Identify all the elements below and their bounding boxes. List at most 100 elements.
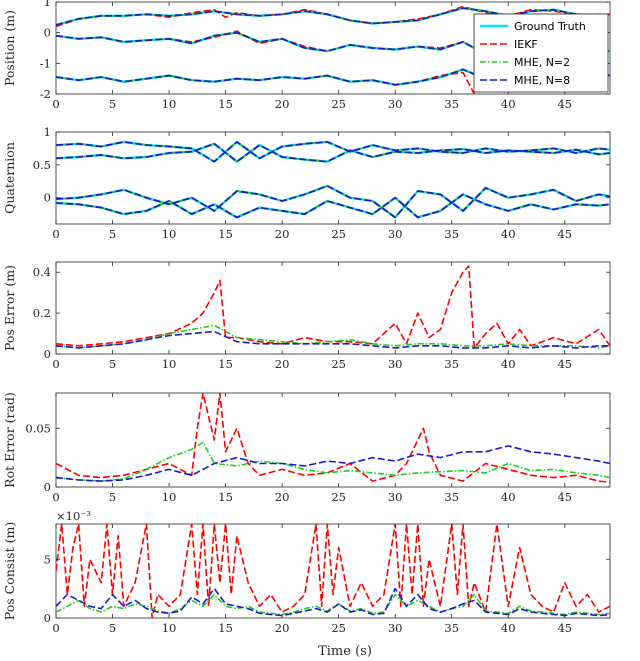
x-tick-label: 40	[501, 490, 516, 504]
series-line-mhe-n-8-2	[56, 185, 610, 219]
series-line-mhe-n-8-2	[56, 68, 610, 86]
legend: Ground Truth IEKF MHE, N=2 MHE, N=8	[473, 13, 609, 93]
x-tick-label: 20	[275, 490, 290, 504]
legend-label: IEKF	[514, 38, 538, 51]
panel-4: 0 5 10 15 20 25 30 35 40 45 0 5 Pos Consist (m) ×10⁻³	[2, 509, 611, 635]
series-line-iekf-0	[56, 393, 610, 484]
x-tick-label: 15	[218, 621, 233, 635]
x-tick-label: 15	[218, 97, 233, 111]
x-tick-label: 5	[109, 357, 116, 371]
x-tick-label: 45	[557, 227, 572, 241]
x-tick-label: 10	[162, 490, 177, 504]
x-tick-label: 20	[275, 227, 290, 241]
x-tick-label: 45	[557, 357, 572, 371]
y-tick-label: 0	[44, 611, 51, 625]
x-tick-label: 30	[388, 97, 403, 111]
y-tick-label: 0.5	[33, 158, 51, 172]
x-tick-label: 15	[218, 357, 233, 371]
x-tick-label: 30	[388, 621, 403, 635]
legend-label: Ground Truth	[514, 20, 586, 33]
x-tick-label: 10	[162, 227, 177, 241]
y-tick-label: 0	[44, 480, 51, 494]
y-tick-label: 5	[44, 552, 51, 566]
x-tick-label: 40	[501, 97, 516, 111]
y-axis-label: Rot Error (rad)	[2, 392, 17, 488]
x-tick-label: 25	[331, 490, 346, 504]
axes-frame	[55, 523, 611, 619]
x-tick-label: 5	[109, 97, 116, 111]
x-tick-label: 35	[444, 97, 459, 111]
x-tick-label: 25	[331, 227, 346, 241]
x-tick-label: 0	[52, 490, 59, 504]
y-tick-label: 0.05	[25, 421, 51, 435]
y-axis-label: Quaternion	[2, 142, 17, 214]
x-tick-label: 35	[444, 227, 459, 241]
x-tick-label: 35	[444, 490, 459, 504]
x-tick-label: 15	[218, 490, 233, 504]
panel-2: 0 5 10 15 20 25 30 35 40 45 0 0.2 0.4 Pos Error (m)	[2, 261, 611, 371]
x-tick-label: 45	[557, 621, 572, 635]
legend-label: MHE, N=2	[514, 56, 570, 69]
plot-area	[56, 265, 610, 349]
panel-1: 0 5 10 15 20 25 30 35 40 45 0 0.5 1 Quaternion	[2, 125, 611, 241]
x-tick-label: 5	[109, 227, 116, 241]
x-tick-label: 25	[331, 621, 346, 635]
series-line-iekf-0	[56, 265, 610, 349]
x-tick-label: 30	[388, 227, 403, 241]
y-axis-label: Pos Error (m)	[2, 265, 17, 351]
y-tick-label: -1	[40, 56, 51, 70]
x-tick-label: 40	[501, 621, 516, 635]
x-tick-label: 20	[275, 357, 290, 371]
x-tick-label: 35	[444, 357, 459, 371]
x-tick-label: 10	[162, 357, 177, 371]
panel-3: 0 5 10 15 20 25 30 35 40 45 0 0.05 Rot Error (rad)	[2, 392, 611, 504]
x-tick-label: 40	[501, 227, 516, 241]
x-tick-label: 25	[331, 357, 346, 371]
y-tick-label: 1	[44, 125, 51, 139]
plot-area	[56, 140, 610, 219]
x-tick-label: 0	[52, 97, 59, 111]
y-tick-label: 0	[44, 26, 51, 40]
x-tick-label: 35	[444, 621, 459, 635]
series-line-mhe-n-8-0	[56, 445, 610, 482]
plot-area	[56, 393, 610, 484]
series-line-mhe-n-8-1	[56, 143, 610, 163]
x-tick-label: 0	[52, 621, 59, 635]
y-tick-label: 1	[44, 0, 51, 9]
x-tick-label: 0	[52, 227, 59, 241]
y-tick-label: 0.4	[33, 265, 51, 279]
x-axis-label: Time (s)	[318, 644, 372, 659]
y-axis-label: Pos Consist (m)	[2, 522, 17, 620]
legend-label: MHE, N=8	[514, 74, 570, 87]
series-line-mhe-n-8-0	[56, 330, 610, 349]
y-exponent-label: ×10⁻³	[56, 509, 91, 523]
y-axis-label: Position (m)	[2, 10, 17, 86]
x-tick-label: 30	[388, 357, 403, 371]
series-line-mhe-n-8-0	[56, 141, 610, 163]
x-tick-label: 20	[275, 621, 290, 635]
x-tick-label: 45	[557, 490, 572, 504]
y-tick-label: 0.2	[33, 306, 51, 320]
series-line-mhe-n-8-3	[56, 193, 610, 219]
axes-frame	[55, 131, 611, 225]
plot-area	[56, 524, 610, 618]
series-line-mhe-n-8-0	[56, 587, 610, 617]
x-tick-label: 10	[162, 621, 177, 635]
y-tick-label: -2	[40, 87, 51, 101]
panel-0: 0 5 10 15 20 25 30 35 40 45 -2 -1 0 1 Position (m) Grou…	[2, 0, 611, 111]
x-tick-label: 20	[275, 97, 290, 111]
x-tick-label: 40	[501, 357, 516, 371]
x-tick-label: 30	[388, 490, 403, 504]
y-tick-label: 0	[44, 191, 51, 205]
y-tick-label: 0	[44, 347, 51, 361]
x-tick-label: 45	[557, 97, 572, 111]
series-line-mhe-n-2-0	[56, 441, 610, 482]
x-tick-label: 0	[52, 357, 59, 371]
series-line-mhe-n-8-0	[56, 7, 610, 26]
x-tick-label: 10	[162, 97, 177, 111]
x-tick-label: 25	[331, 97, 346, 111]
x-tick-label: 15	[218, 227, 233, 241]
x-tick-label: 5	[109, 621, 116, 635]
